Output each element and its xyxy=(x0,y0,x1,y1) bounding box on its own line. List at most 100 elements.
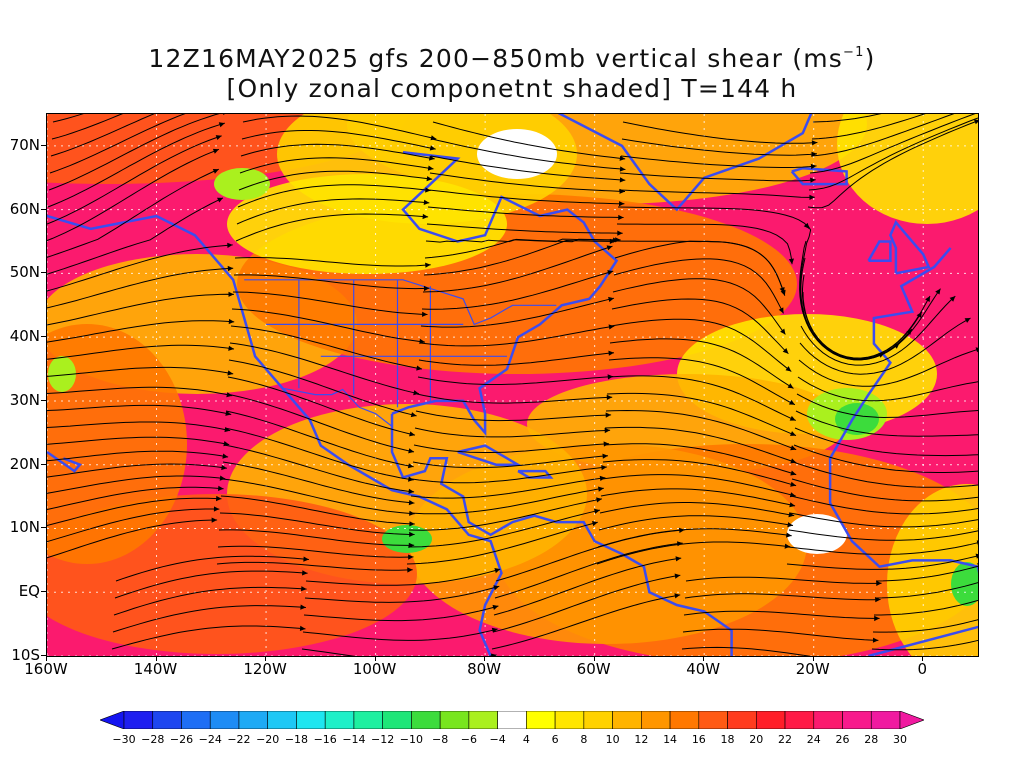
streamline-arrow xyxy=(227,242,233,248)
streamline xyxy=(423,239,616,276)
streamline-arrow xyxy=(619,155,626,161)
streamline xyxy=(236,198,430,225)
streamline xyxy=(685,576,882,584)
streamline xyxy=(47,320,235,343)
colorbar-swatch xyxy=(296,711,326,729)
streamline xyxy=(808,117,978,191)
streamline xyxy=(422,245,613,293)
title-close-paren: ) xyxy=(864,44,876,73)
lat-tick-label: 40N xyxy=(9,327,40,346)
streamline xyxy=(612,278,786,335)
colorbar-swatch xyxy=(238,711,269,729)
streamline xyxy=(51,114,123,140)
streamline-arrow xyxy=(973,119,978,125)
streamline xyxy=(613,258,784,314)
colorbar-swatch xyxy=(267,711,297,729)
streamline xyxy=(406,521,598,565)
streamline xyxy=(47,122,225,208)
streamline xyxy=(874,599,978,616)
colorbar-label: 14 xyxy=(663,733,678,746)
streamline xyxy=(47,486,224,510)
streamline xyxy=(50,114,155,157)
streamline-arrow xyxy=(906,329,912,335)
colorbar-label: −4 xyxy=(489,733,506,746)
shading-blob xyxy=(227,174,507,274)
streamline-arrow xyxy=(925,296,930,302)
colorbar-swatch xyxy=(554,711,585,729)
colorbar-swatch xyxy=(583,711,613,729)
colorbar-swatch xyxy=(439,711,470,729)
streamline xyxy=(52,114,84,123)
title-superscript: −1 xyxy=(843,45,865,60)
coastline xyxy=(867,240,892,262)
streamline-arrow xyxy=(602,453,608,459)
colorbar-label: −20 xyxy=(256,733,280,746)
streamline xyxy=(800,295,956,366)
streamline-arrow xyxy=(674,593,681,599)
streamline xyxy=(47,344,235,360)
streamline-arrow xyxy=(416,365,422,371)
streamline xyxy=(415,410,612,422)
coastline xyxy=(889,220,931,275)
colorbar-label: 6 xyxy=(551,733,559,746)
streamline xyxy=(47,404,232,415)
streamline-arrow xyxy=(410,412,417,418)
streamline-arrow xyxy=(594,508,600,514)
streamline xyxy=(112,605,306,633)
colorbar-right-arrow xyxy=(899,711,924,729)
streamline xyxy=(242,115,437,140)
streamline xyxy=(602,459,797,487)
streamline xyxy=(216,561,413,571)
colorbar-label: 18 xyxy=(720,733,735,746)
streamline xyxy=(220,495,415,525)
streamline-arrow xyxy=(228,345,234,351)
streamline xyxy=(811,114,926,140)
streamline xyxy=(424,238,619,259)
streamline-arrow xyxy=(789,415,796,421)
streamline-arrow xyxy=(225,410,232,416)
streamline xyxy=(226,393,415,453)
streamline xyxy=(420,297,615,328)
colorbar-swatch xyxy=(181,711,211,729)
streamline-arrow xyxy=(677,541,683,547)
streamline xyxy=(49,114,186,174)
streamline xyxy=(872,619,978,633)
streamline xyxy=(431,138,626,170)
lat-tick xyxy=(41,144,46,146)
streamline-arrow xyxy=(780,289,786,296)
lon-tick xyxy=(922,656,924,661)
coastline xyxy=(517,469,554,479)
colorbar-label: 22 xyxy=(778,733,793,746)
streamline-arrow xyxy=(975,553,978,559)
streamline-arrow xyxy=(619,177,626,183)
colorbar-label: 12 xyxy=(634,733,649,746)
shading-blob xyxy=(214,168,270,200)
colorbar-label: −6 xyxy=(460,733,477,746)
streamline xyxy=(432,121,626,160)
streamline-arrow xyxy=(787,522,793,528)
streamline-arrow xyxy=(217,197,223,203)
streamline xyxy=(305,568,501,586)
streamline xyxy=(47,197,224,275)
streamline-arrow xyxy=(778,307,784,314)
streamline xyxy=(620,155,817,168)
streamline xyxy=(801,288,941,361)
streamline-arrow xyxy=(679,527,685,533)
streamline xyxy=(610,318,792,372)
streamline-arrow xyxy=(785,366,792,372)
streamline xyxy=(47,497,222,527)
streamline-arrow xyxy=(408,554,414,560)
streamline xyxy=(218,529,415,546)
colorbar-label: −30 xyxy=(112,733,136,746)
streamline xyxy=(113,586,307,616)
streamline xyxy=(223,444,415,493)
streamline xyxy=(618,189,815,198)
colorbar-swatch xyxy=(727,711,757,729)
colorbar-swatch xyxy=(324,711,355,729)
lon-tick xyxy=(593,656,595,661)
streamline xyxy=(495,529,685,582)
map-frame xyxy=(46,113,979,657)
streamline-arrow xyxy=(784,543,791,549)
coastline xyxy=(790,166,848,186)
streamline-arrow xyxy=(619,201,625,207)
